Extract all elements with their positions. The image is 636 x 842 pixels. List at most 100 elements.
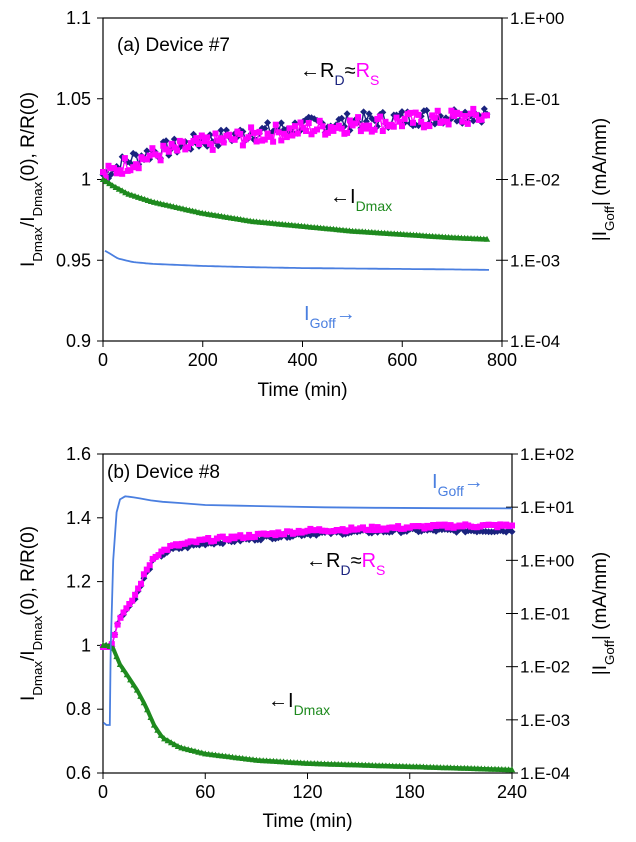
- series-annotation: IGoff→: [304, 303, 356, 331]
- panel-label: (b) Device #8: [107, 462, 220, 483]
- annotation-subscript: D: [334, 72, 344, 88]
- series-rd: [99, 525, 516, 651]
- y-axis-label-right: |IGoff| (mA/mm): [590, 118, 617, 241]
- y-tick-label-right: 1.E-03: [520, 711, 570, 730]
- x-tick-label: 120: [292, 782, 322, 802]
- plot-area: [99, 495, 516, 773]
- panel-label: (a) Device #7: [117, 35, 230, 56]
- series-annotation: ←RD≈RS: [306, 550, 385, 578]
- series-igoff: [102, 495, 513, 726]
- y-axis-label-left: IDmax/IDmax(0), R/R(0): [18, 92, 45, 267]
- series-annotation: ←IDmax: [268, 690, 330, 718]
- y-axis-label-part: |I: [590, 231, 611, 241]
- y-axis-label-part: Dmax: [30, 227, 45, 262]
- series-line: [102, 107, 488, 180]
- chart-panel-a: 0 200 400 600 800 0.9 0.95 1 1.05 1.1 1.E-04 1.E-03…: [18, 8, 617, 401]
- y-tick-label-right: 1.E-04: [510, 332, 560, 351]
- series-idmax: [99, 176, 491, 242]
- series-line: [103, 643, 513, 772]
- chart-panel-b: 0 60 120 180 240 0.6 0.8 1 1.2 1.4 1.6 1.E-04 1.E-03…: [18, 444, 617, 832]
- x-tick-label: 0: [98, 350, 108, 370]
- y-tick-label-left: 1.6: [66, 444, 91, 464]
- y-axis-label-part: | (mA/mm): [590, 552, 611, 640]
- series-line: [102, 527, 513, 648]
- y-tick-label-left: 0.9: [66, 331, 91, 351]
- series-line: [102, 495, 513, 726]
- x-tick-label: 600: [387, 350, 417, 370]
- y-tick-label-right: 1.E+00: [520, 551, 574, 570]
- y-tick-label-right: 1.E-04: [520, 764, 570, 783]
- annotation-text: I: [432, 471, 438, 493]
- annotation-text: ←I: [330, 186, 356, 208]
- annotation-text: ←I: [268, 690, 294, 712]
- annotation-text: ←R: [300, 60, 334, 82]
- y-axis-label-part: I: [18, 696, 39, 701]
- annotation-subscript: Goff: [438, 483, 464, 499]
- annotation-arrow: →: [336, 303, 356, 325]
- annotation-subscript: Dmax: [294, 702, 331, 718]
- y-tick-label-left: 1.4: [66, 508, 91, 528]
- series-line: [104, 250, 489, 271]
- series-idmax: [99, 641, 516, 773]
- y-tick-label-left: 0.95: [56, 250, 91, 270]
- y-tick-label-right: 1.E+00: [510, 9, 564, 28]
- y-axis-label-part: Dmax: [30, 615, 45, 650]
- series-annotation: IGoff→: [432, 471, 484, 499]
- y-tick-label-right: 1.E-02: [520, 658, 570, 677]
- y-tick-label-left: 0.8: [66, 699, 91, 719]
- y-tick-label-right: 1.E+02: [520, 445, 574, 464]
- series-rs: [100, 105, 490, 181]
- y-axis-label-part: Goff: [602, 640, 617, 665]
- y-tick-label-left: 1: [81, 170, 91, 190]
- y-tick-label-right: 1.E-02: [510, 171, 560, 190]
- x-tick-label: 60: [195, 782, 215, 802]
- y-tick-label-right: 1.E-01: [520, 605, 570, 624]
- x-tick-label: 800: [487, 350, 517, 370]
- annotation-approx: ≈: [351, 550, 362, 572]
- annotation-text-2: R: [362, 550, 376, 572]
- x-tick-label: 400: [287, 350, 317, 370]
- x-axis-label: Time (min): [257, 380, 347, 401]
- y-tick-label-left: 0.6: [66, 763, 91, 783]
- y-tick-label-right: 1.E-03: [510, 251, 560, 270]
- y-axis-label-left: IDmax/IDmax(0), R/R(0): [18, 526, 45, 701]
- annotation-subscript: Goff: [310, 315, 336, 331]
- annotation-text-2: R: [356, 60, 370, 82]
- annotation-text: ←R: [306, 550, 340, 572]
- series-rs: [100, 521, 515, 650]
- y-axis-label-part: I: [18, 262, 39, 267]
- x-tick-label: 180: [395, 782, 425, 802]
- y-tick-label-right: 1.E+01: [520, 498, 574, 517]
- annotation-subscript-2: S: [376, 562, 385, 578]
- plot-area: [99, 105, 491, 271]
- y-axis-label-part: (0), R/R(0): [18, 526, 39, 616]
- annotation-approx: ≈: [345, 60, 356, 82]
- x-tick-label: 200: [188, 350, 218, 370]
- series-igoff: [104, 250, 489, 271]
- y-axis-label-part: Dmax: [30, 661, 45, 696]
- y-tick-label-left: 1.05: [56, 89, 91, 109]
- y-axis-label-part: /I: [18, 650, 39, 661]
- annotation-subscript-2: S: [370, 72, 379, 88]
- y-axis-label-part: (0), R/R(0): [18, 92, 39, 182]
- series-annotation: ←RD≈RS: [300, 60, 379, 88]
- y-axis-label-right: |IGoff| (mA/mm): [590, 552, 617, 675]
- annotation-arrow: →: [464, 471, 484, 493]
- y-tick-label-left: 1.2: [66, 572, 91, 592]
- y-tick-label-left: 1: [81, 635, 91, 655]
- y-axis-label-part: | (mA/mm): [590, 118, 611, 206]
- y-axis-label-part: |I: [590, 665, 611, 675]
- y-axis-label-part: Dmax: [30, 181, 45, 216]
- annotation-subscript: D: [340, 562, 350, 578]
- x-axis-label: Time (min): [262, 811, 352, 832]
- y-tick-label-right: 1.E-01: [510, 90, 560, 109]
- y-axis-label-part: /I: [18, 216, 39, 227]
- x-tick-label: 0: [98, 782, 108, 802]
- series-line: [102, 523, 513, 648]
- series-annotation: ←IDmax: [330, 186, 392, 214]
- y-axis-label-part: Goff: [602, 206, 617, 231]
- series-line: [102, 106, 488, 180]
- annotation-subscript: Dmax: [356, 198, 393, 214]
- y-tick-label-left: 1.1: [66, 8, 91, 28]
